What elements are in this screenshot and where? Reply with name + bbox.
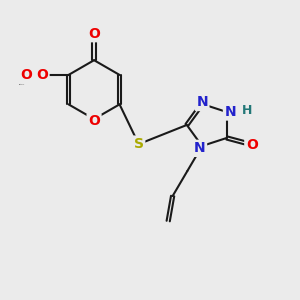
Text: methoxy: methoxy [19,84,26,85]
Text: N: N [196,95,208,110]
Text: O: O [20,68,32,82]
Text: O: O [246,138,258,152]
Text: O: O [88,27,100,41]
Text: N: N [224,105,236,119]
Text: O: O [36,68,48,82]
Text: H: H [242,104,252,117]
Text: N: N [194,141,206,155]
Text: S: S [134,137,144,151]
Text: O: O [88,114,100,128]
